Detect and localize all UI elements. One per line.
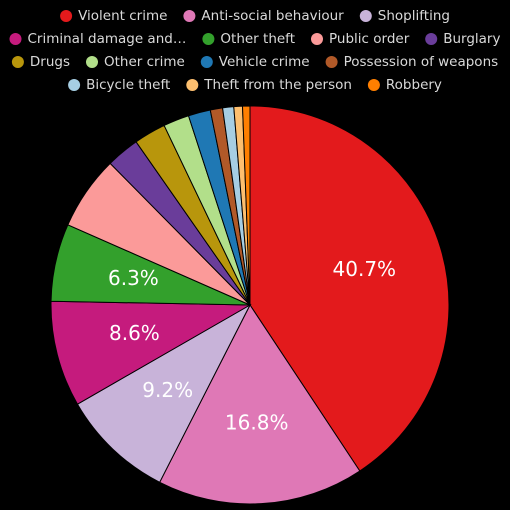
legend-label: Robbery	[386, 77, 442, 93]
pie-slice	[50, 300, 252, 405]
legend-marker	[186, 79, 199, 91]
legend-label: Vehicle crime	[219, 54, 310, 70]
legend-marker	[183, 10, 196, 22]
pie-slice	[76, 303, 252, 483]
legend-marker	[202, 33, 215, 45]
pie-slice	[158, 304, 361, 505]
legend-marker	[9, 33, 22, 45]
slice-value-label: 40.7%	[333, 257, 397, 281]
legend-item: Other crime	[86, 54, 185, 70]
legend-item: Public order	[311, 31, 410, 47]
pie-slice	[241, 105, 251, 306]
legend-marker	[311, 33, 323, 45]
legend-marker	[60, 10, 73, 22]
legend-item: Theft from the person	[186, 77, 352, 93]
legend-item: Burglary	[425, 31, 500, 47]
pie-slices	[50, 105, 450, 505]
legend-item: Other theft	[202, 31, 295, 47]
legend-item: Shoplifting	[359, 8, 450, 24]
legend-marker	[367, 79, 380, 91]
legend-marker	[86, 56, 98, 68]
legend-item: Anti-social behaviour	[183, 8, 344, 24]
legend-label: Violent crime	[78, 8, 167, 24]
legend-marker	[425, 33, 438, 45]
legend-label: Drugs	[30, 54, 70, 70]
slice-value-label: 9.2%	[142, 378, 193, 402]
legend-marker	[11, 56, 24, 68]
legend-label: Theft from the person	[203, 77, 352, 93]
legend-label: Other theft	[220, 31, 295, 47]
slice-labels: 40.7% 16.8% 9.2% 8.6% 6.3%	[108, 257, 396, 435]
legend-label: Shoplifting	[378, 8, 450, 24]
legend-label: Burglary	[443, 31, 500, 47]
slice-value-label: 8.6%	[109, 321, 160, 345]
legend-item: Violent crime	[60, 8, 167, 24]
legend-item: Possession of weapons	[325, 54, 499, 70]
legend-item: Drugs	[11, 54, 70, 70]
legend-row: Violent crime Anti-social behaviour Shopli…	[60, 8, 450, 24]
legend-row: Bicycle theft Theft from the person Robber…	[68, 77, 442, 93]
legend-item: Vehicle crime	[200, 54, 310, 70]
legend-marker	[200, 56, 213, 68]
chart-legend: Violent crime Anti-social behaviour Shopli…	[9, 8, 500, 93]
legend-item: Criminal damage and…	[9, 31, 187, 47]
legend-item: Robbery	[367, 77, 442, 93]
legend-marker	[325, 56, 338, 68]
legend-marker	[68, 79, 81, 91]
legend-label: Public order	[329, 31, 410, 47]
legend-marker	[359, 10, 372, 22]
slice-value-label: 16.8%	[225, 411, 289, 435]
legend-item: Bicycle theft	[68, 77, 170, 93]
legend-label: Other crime	[104, 54, 185, 70]
legend-label: Possession of weapons	[344, 54, 499, 70]
legend-label: Bicycle theft	[86, 77, 170, 93]
legend-row: Criminal damage and… Other theft Public or…	[9, 31, 500, 47]
legend-label: Criminal damage and…	[28, 31, 187, 47]
slice-value-label: 6.3%	[108, 266, 159, 290]
legend-row: Drugs Other crime Vehicle crime Possession …	[11, 54, 499, 70]
legend-label: Anti-social behaviour	[201, 8, 344, 24]
